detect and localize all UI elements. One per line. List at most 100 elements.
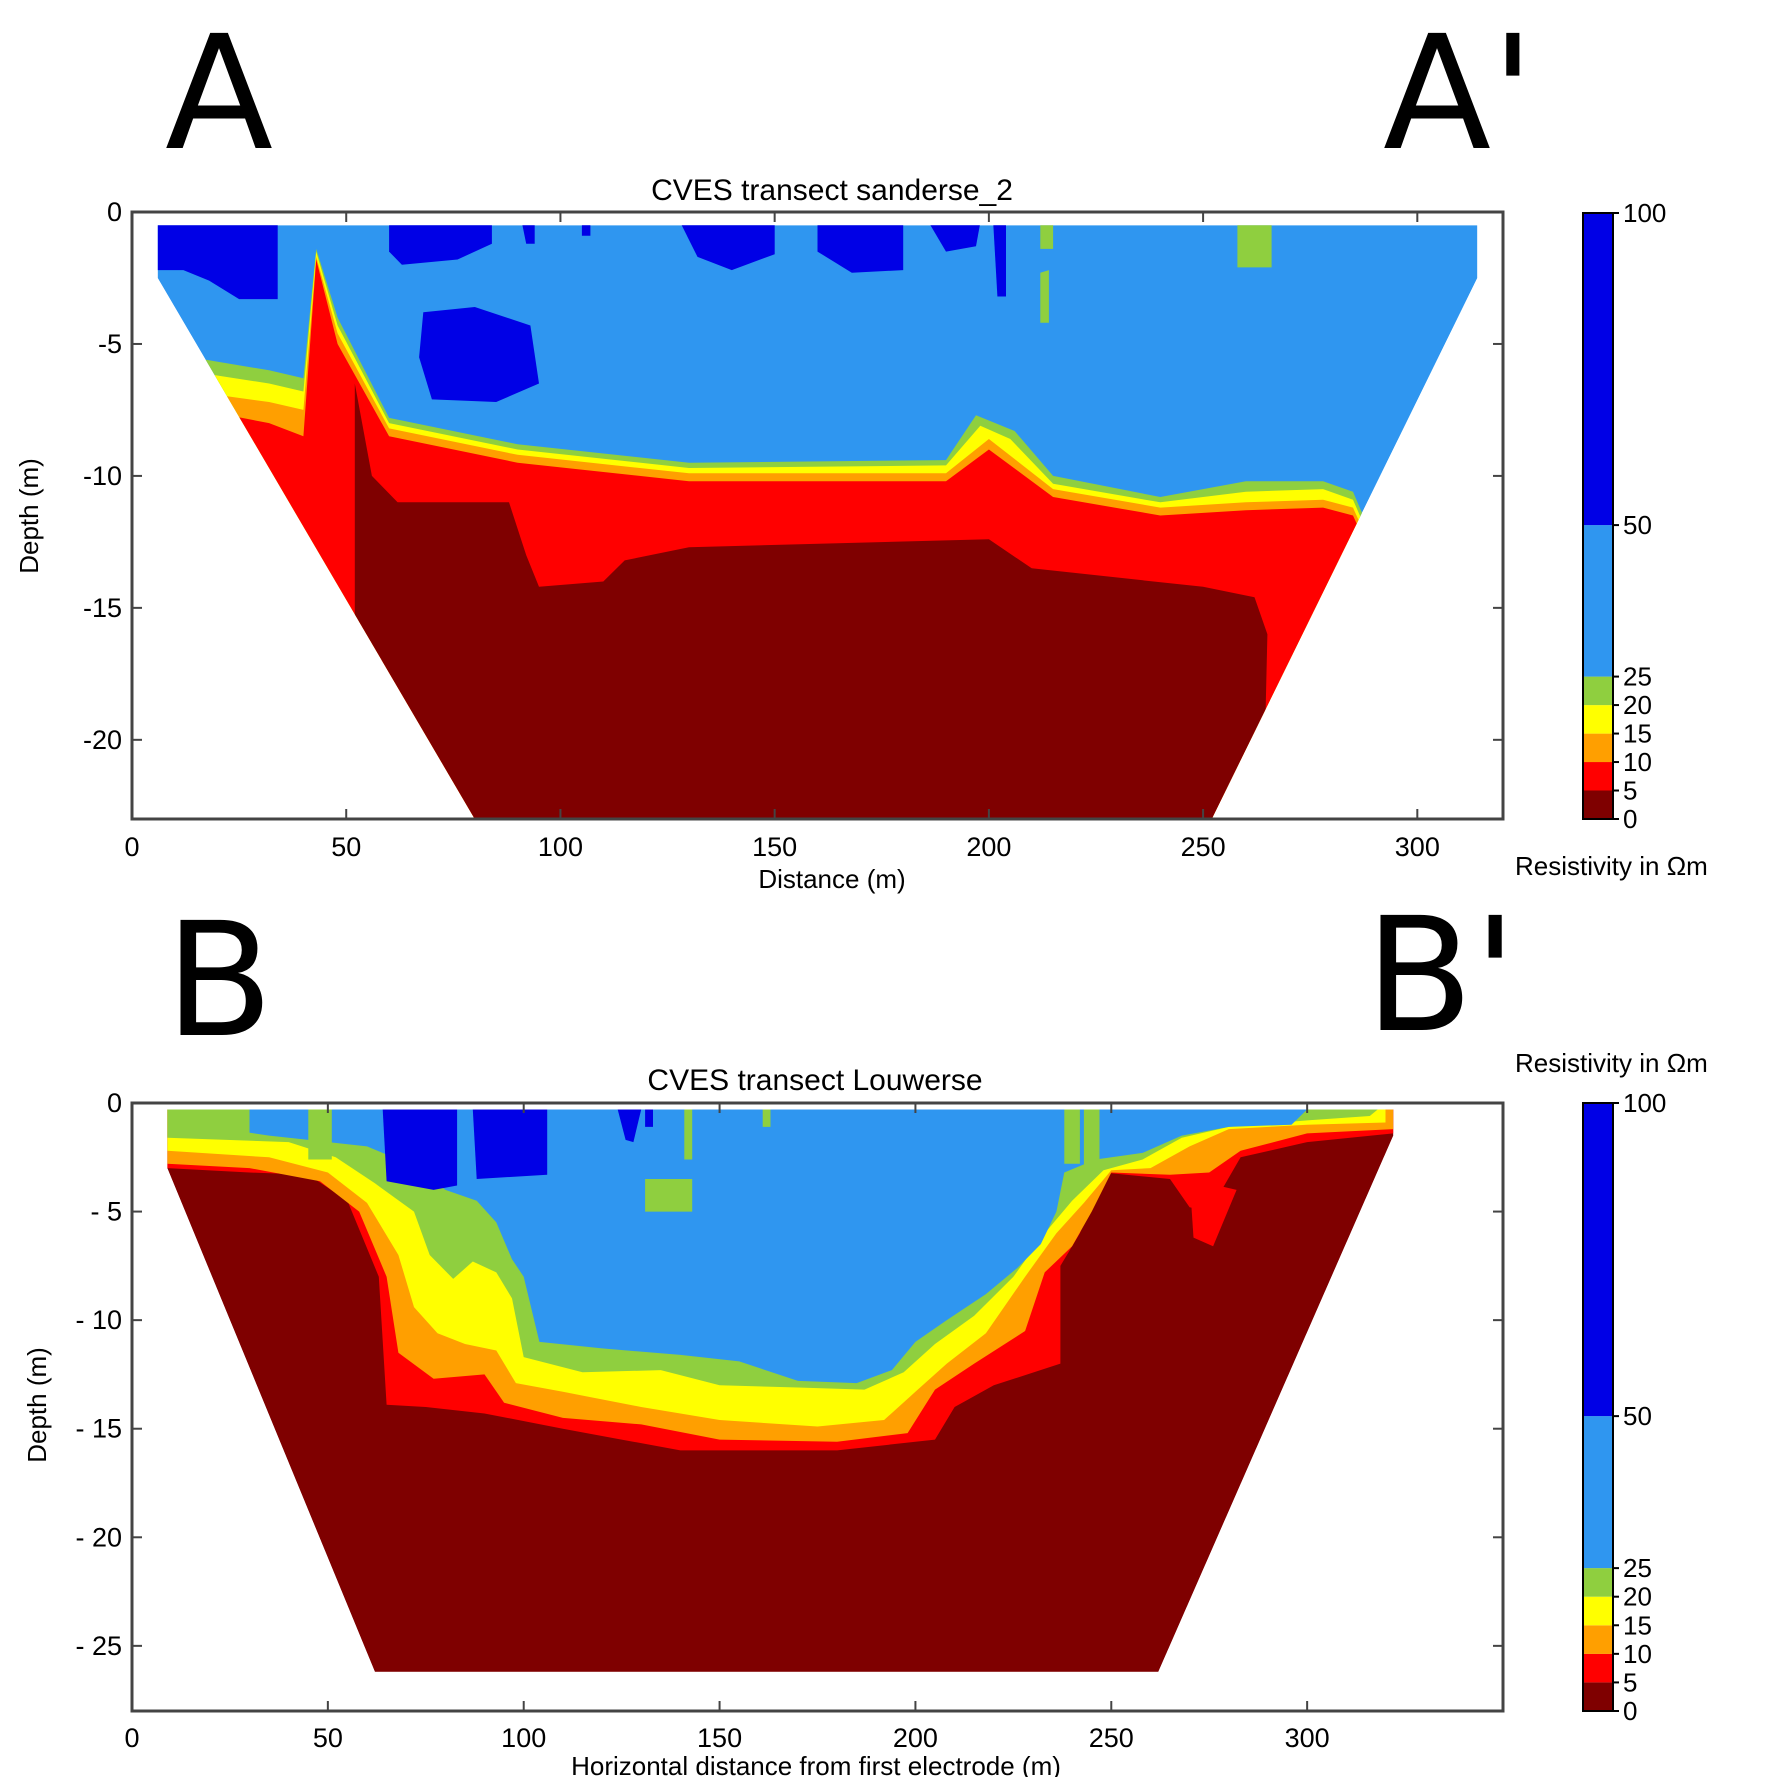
panel-b-xtick-label: 300 — [1285, 1723, 1330, 1753]
panel-a-patch-50-100-1 — [389, 225, 492, 265]
panel-b-layer-25-50 — [226, 1109, 1308, 1384]
panel-b-ticks: 0 50 100 150 200 250 300 0 - 5 - 10 - 15 - 20 - 25 — [75, 1088, 1503, 1753]
panel-b-patch-20-25-1 — [684, 1109, 693, 1160]
panel-b-patch-20-25-3 — [226, 1109, 250, 1138]
panel-b-xtick-label: 150 — [697, 1723, 742, 1753]
panel-b-xtick-label: 100 — [501, 1723, 546, 1753]
panel-b-colorbar-label: Resistivity in Ωm — [1515, 1048, 1708, 1078]
panel-b: B B' CVES transect Louwerse 0 50 100 150 200… — [22, 884, 1708, 1777]
panel-a-colorbar-swatch-r0_5 — [1583, 790, 1613, 819]
panel-a-ytick-label: -10 — [83, 461, 122, 491]
panel-b-colorbar-tick-label: 0 — [1623, 1696, 1637, 1726]
panel-a-ticks: 0 50 100 150 200 250 300 0 -5 -10 -15 -20 — [83, 197, 1503, 862]
panel-b-ytick-label: - 15 — [75, 1414, 122, 1444]
panel-a: A A' CVES transect sanderse_2 0 50 100 150 2… — [14, 2, 1708, 894]
panel-a-patch-50-100-2 — [419, 307, 539, 402]
panel-b-colorbar-swatch-r10_15 — [1583, 1625, 1613, 1654]
panel-b-xtick-label: 0 — [124, 1723, 139, 1753]
panel-a-colorbar-swatch-r15_20 — [1583, 705, 1613, 734]
panel-a-patch-50-100-3 — [680, 225, 775, 271]
panel-a-ytick-label: -15 — [83, 593, 122, 623]
panel-a-xtick-label: 150 — [752, 832, 797, 862]
panel-a-layers — [157, 225, 1478, 819]
panel-b-colorbar-tick-label: 20 — [1623, 1582, 1652, 1612]
panel-b-section — [167, 1109, 1394, 1672]
panel-b-patch-20-25-6 — [1083, 1109, 1100, 1166]
panel-b-xtick-label: 200 — [893, 1723, 938, 1753]
panel-b-patch-50-100-0 — [382, 1109, 458, 1190]
panel-b-patch-50-100-3 — [645, 1109, 653, 1127]
panel-a-colorbar-tick-label: 15 — [1623, 719, 1652, 749]
panel-b-ytick-label: - 20 — [75, 1522, 122, 1552]
panel-b-patch-20-25-0 — [645, 1179, 693, 1212]
panel-a-xtick-label: 200 — [966, 832, 1011, 862]
panel-a-ytick-label: -5 — [98, 329, 122, 359]
panel-a-colorbar-swatch-r50_100 — [1583, 213, 1613, 526]
panel-b-colorbar-swatch-r15_20 — [1583, 1596, 1613, 1626]
panel-a-patch-50-100-7 — [521, 225, 535, 244]
panel-b-xtick-label: 250 — [1089, 1723, 1134, 1753]
panel-b-title: CVES transect Louwerse — [647, 1064, 982, 1097]
panel-a-xlabel: Distance (m) — [758, 864, 905, 894]
panel-a-colorbar-tick-label: 100 — [1623, 198, 1666, 228]
panel-b-colorbar-tick-label: 100 — [1623, 1088, 1666, 1118]
panel-a-start-label: A — [165, 2, 273, 186]
panel-b-xtick-label: 50 — [313, 1723, 343, 1753]
panel-b-patch-20-25-4 — [308, 1109, 332, 1160]
panel-b-start-label: B — [165, 889, 273, 1073]
panel-a-patch-50-100-8 — [581, 225, 591, 236]
panel-b-ytick-label: - 10 — [75, 1305, 122, 1335]
panel-a-colorbar-tick-label: 50 — [1623, 510, 1652, 540]
panel-a-patch-20-25-2 — [1040, 270, 1049, 323]
panel-a-colorbar-frame — [1582, 212, 1614, 820]
panel-b-colorbar-swatch-r20_25 — [1583, 1568, 1613, 1597]
panel-a-xtick-label: 0 — [124, 832, 139, 862]
panel-b-ytick-label: - 25 — [75, 1631, 122, 1661]
panel-b-plot-frame — [130, 1101, 1505, 1713]
panel-b-colorbar-tick-label: 5 — [1623, 1667, 1637, 1697]
panel-a-xtick-label: 250 — [1181, 832, 1226, 862]
panel-b-colorbar-swatch-r0_5 — [1583, 1682, 1613, 1711]
panel-b-colorbar-tick-label: 50 — [1623, 1401, 1652, 1431]
panel-b-colorbar-frame — [1582, 1102, 1614, 1712]
panel-a-colorbar-swatch-r25_50 — [1583, 525, 1613, 677]
panel-a-patch-20-25-1 — [1040, 225, 1054, 249]
panel-b-patch-20-25-2 — [762, 1109, 771, 1127]
panel-b-colorbar-swatch-r50_100 — [1583, 1103, 1613, 1417]
panel-a-colorbar-swatch-r10_15 — [1583, 733, 1613, 763]
panel-a-ylabel: Depth (m) — [14, 458, 44, 574]
panel-b-colorbar-tick-label: 15 — [1623, 1610, 1652, 1640]
panel-b-patch-50-100-2 — [617, 1109, 642, 1143]
panel-a-colorbar-tick-label: 5 — [1623, 776, 1637, 806]
panel-a-colorbar-tick-label: 25 — [1623, 662, 1652, 692]
panel-a-xtick-label: 50 — [331, 832, 361, 862]
panel-b-colorbar-swatch-r5_10 — [1583, 1653, 1613, 1683]
panel-b-patch-50-100-1 — [472, 1109, 548, 1179]
panel-b-ylabel: Depth (m) — [22, 1347, 52, 1463]
panel-a-colorbar-swatch-r5_10 — [1583, 762, 1613, 791]
panel-b-ytick-label: - 5 — [90, 1197, 122, 1227]
panel-a-section — [157, 225, 1478, 819]
panel-b-colorbar-swatch-r25_50 — [1583, 1416, 1613, 1569]
panel-a-ytick-label: -20 — [83, 725, 122, 755]
panel-a-title: CVES transect sanderse_2 — [651, 174, 1013, 207]
panel-a-colorbar-label: Resistivity in Ωm — [1515, 851, 1708, 881]
panel-a-colorbar-tick-label: 10 — [1623, 747, 1652, 777]
panel-b-patch-20-25-5 — [1064, 1109, 1080, 1164]
panel-b-layers — [167, 1109, 1394, 1672]
panel-a-xtick-label: 300 — [1395, 832, 1440, 862]
panel-a-patch-50-100-0 — [157, 225, 278, 300]
panel-b-colorbar-tick-label: 25 — [1623, 1553, 1652, 1583]
panel-a-end-label: A' — [1383, 2, 1535, 186]
panel-a-xtick-label: 100 — [538, 832, 583, 862]
panel-a-patch-20-25-0 — [1237, 225, 1272, 268]
panel-b-xlabel: Horizontal distance from first electrode… — [571, 1751, 1061, 1777]
panel-a-patch-50-100-4 — [817, 225, 904, 273]
panel-b-ytick-label: 0 — [107, 1088, 122, 1118]
panel-b-colorbar-tick-label: 10 — [1623, 1639, 1652, 1669]
panel-a-colorbar-tick-label: 20 — [1623, 690, 1652, 720]
panel-a-plot-frame — [130, 210, 1505, 821]
